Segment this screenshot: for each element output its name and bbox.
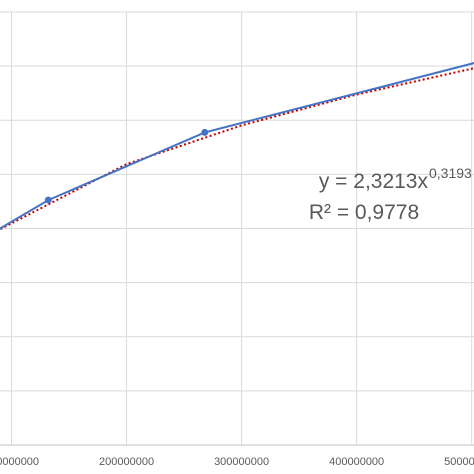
data-point — [201, 128, 209, 136]
grid: 100000000 200000000 300000000 400000000 5000… — [0, 11, 474, 468]
equation-exponent: 0,3193 — [429, 165, 472, 181]
x-tick-label: 100000000 — [0, 456, 39, 468]
equation: y = 2,3213x — [319, 170, 429, 193]
x-tick-label: 400000000 — [329, 456, 384, 468]
trendline — [0, 67, 474, 231]
x-tick-label: 200000000 — [99, 456, 154, 468]
r-squared: R² = 0,9778 — [309, 201, 419, 224]
x-tick-label: 500000000 — [444, 456, 474, 468]
series-line — [0, 62, 474, 230]
plot-area — [0, 62, 474, 231]
data-point — [44, 196, 52, 204]
x-tick-label: 300000000 — [214, 456, 269, 468]
